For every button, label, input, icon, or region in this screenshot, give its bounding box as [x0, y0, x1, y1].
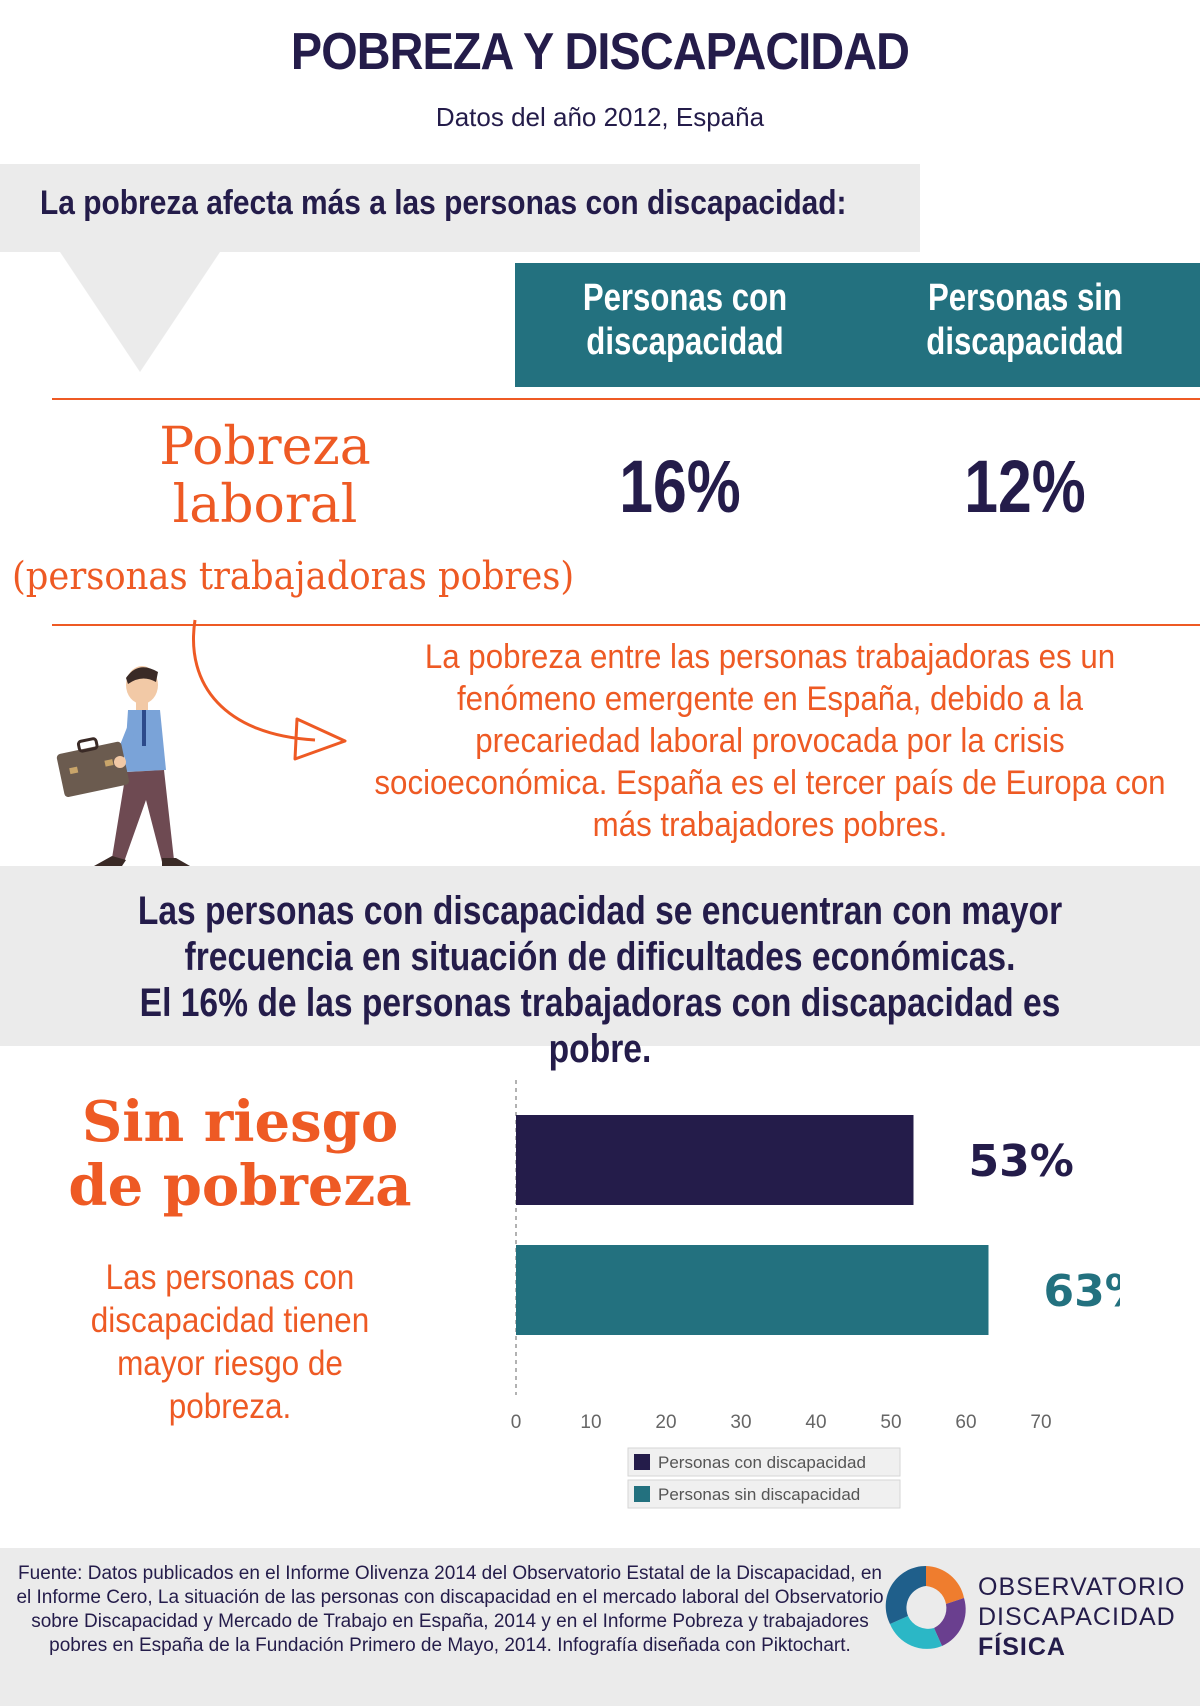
x-tick-label: 20 [655, 1412, 676, 1433]
divider-top [52, 398, 1200, 400]
risk-heading: Sin riesgo de pobreza [68, 1089, 412, 1219]
legend-label-1: Personas sin discapacidad [658, 1485, 860, 1504]
logo-line-3: FÍSICA [978, 1633, 1066, 1661]
bar-1 [516, 1245, 989, 1335]
row-label: Pobreza laboral [159, 417, 371, 535]
observatorio-logo-icon [885, 1565, 966, 1649]
value-con: 16% [619, 445, 741, 528]
x-tick-label: 40 [805, 1412, 826, 1433]
legend-swatch-1 [634, 1486, 650, 1502]
intro-pointer [60, 252, 220, 372]
divider-bottom [52, 624, 1200, 626]
table-header-bar [515, 263, 1200, 387]
logo-line-2: DISCAPACIDAD [978, 1603, 1176, 1631]
footer [0, 1548, 1200, 1706]
intro-box [0, 164, 920, 252]
bar-value-label-1: 63% [1044, 1266, 1121, 1317]
highlight-text: Las personas con discapacidad se encuent… [96, 888, 1104, 1072]
bar-0 [516, 1115, 914, 1205]
worker-illustration-icon [56, 666, 190, 866]
column-header-sin: Personas sin discapacidad [926, 277, 1124, 363]
x-tick-label: 60 [955, 1412, 976, 1433]
logo-line-1: OBSERVATORIO [978, 1573, 1186, 1601]
highlight-line-2: frecuencia en situación de dificultades … [184, 935, 1016, 979]
value-sin: 12% [964, 445, 1086, 528]
x-tick-label: 10 [580, 1412, 601, 1433]
column-header-con: Personas con discapacidad [582, 277, 788, 363]
highlight-line-1: Las personas con discapacidad se encuent… [137, 889, 1063, 933]
footer-source: Fuente: Datos publicados en el Informe O… [16, 1563, 884, 1656]
highlight-band [0, 866, 1200, 1046]
legend-label-0: Personas con discapacidad [658, 1453, 866, 1472]
intro-text: La pobreza afecta más a las personas con… [40, 184, 847, 222]
highlight-line-3: El 16% de las personas trabajadoras con … [139, 981, 1061, 1071]
bar-value-label-0: 53% [969, 1136, 1074, 1187]
x-tick-label: 50 [880, 1412, 901, 1433]
explanation-text: La pobreza entre las personas trabajador… [374, 638, 1166, 844]
x-tick-label: 0 [511, 1412, 522, 1433]
x-tick-label: 70 [1030, 1412, 1051, 1433]
observatorio-logo-text: OBSERVATORIO DISCAPACIDAD FÍSICA [978, 1572, 1185, 1662]
legend-swatch-0 [634, 1454, 650, 1470]
row-sublabel: (personas trabajadoras pobres) [12, 554, 575, 598]
x-tick-label: 30 [730, 1412, 751, 1433]
legend-item-bg-1 [627, 1479, 901, 1509]
page-title: POBREZA Y DISCAPACIDAD [290, 23, 910, 81]
page-subtitle: Datos del año 2012, España [435, 102, 765, 132]
legend-item-bg-0 [627, 1447, 901, 1477]
risk-text: Las personas con discapacidad tienen may… [90, 1258, 370, 1426]
risk-bar-chart: 53% 63% 0 10 20 30 40 50 60 70 Personas con discap… [511, 1080, 1121, 1509]
curved-arrow-icon [192, 619, 347, 761]
